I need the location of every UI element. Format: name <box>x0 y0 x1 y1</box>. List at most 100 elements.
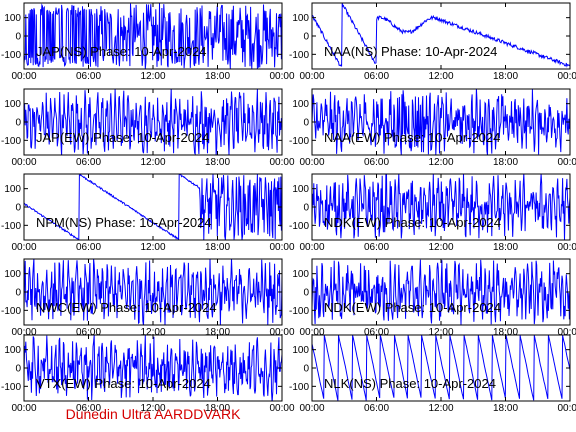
x-tick-label: 06:00 <box>76 71 101 82</box>
y-tick-label: 100 <box>4 184 21 195</box>
panel-title: JAP(EW) Phase: 10-Apr-2024 <box>36 130 209 145</box>
x-tick-label: 06:00 <box>76 157 101 168</box>
y-tick-label: -100 <box>1 306 21 317</box>
x-tick-label: 12:00 <box>428 71 453 82</box>
y-tick-label: 100 <box>292 345 309 356</box>
y-tick-label: 0 <box>15 203 21 214</box>
x-tick-label: 00:00 <box>299 327 324 338</box>
y-tick-label: 100 <box>292 13 309 24</box>
x-tick-label: 12:00 <box>428 157 453 168</box>
x-tick-label: 00:00 <box>557 157 576 168</box>
x-tick-label: 18:00 <box>493 157 518 168</box>
y-tick-label: 100 <box>4 99 21 110</box>
x-tick-label: 18:00 <box>493 403 518 414</box>
phase-trace <box>312 174 570 240</box>
panel-title: VTX(EW) Phase: 10-Apr-2024 <box>36 376 211 391</box>
panel-title: NWC(EW) Phase: 10-Apr-2024 <box>36 300 217 315</box>
phase-trace <box>24 259 282 325</box>
x-tick-label: 00:00 <box>269 242 294 253</box>
y-tick-label: 0 <box>15 364 21 375</box>
y-tick-label: 0 <box>15 32 21 43</box>
phase-trace <box>24 3 282 69</box>
x-tick-label: 12:00 <box>428 327 453 338</box>
x-tick-label: 00:00 <box>11 403 36 414</box>
y-tick-label: 0 <box>303 288 309 299</box>
panel-title: NDK(EW) Phase: 10-Apr-2024 <box>324 215 501 230</box>
phase-trace <box>24 89 282 155</box>
x-tick-label: 12:00 <box>140 242 165 253</box>
x-tick-label: 06:00 <box>364 242 389 253</box>
x-tick-label: 00:00 <box>557 327 576 338</box>
y-tick-label: 100 <box>4 269 21 280</box>
chart-panel-9: 100 0 -100 00:00 06:00 12:00 18:00 00:00 VTX(EW)… <box>1 334 295 414</box>
x-tick-label: 18:00 <box>493 327 518 338</box>
x-tick-label: 00:00 <box>11 157 36 168</box>
x-tick-label: 12:00 <box>140 327 165 338</box>
phase-trace <box>312 259 570 325</box>
y-tick-label: 0 <box>15 118 21 129</box>
y-tick-label: 100 <box>292 184 309 195</box>
x-tick-label: 00:00 <box>557 403 576 414</box>
y-tick-label: -100 <box>289 306 309 317</box>
y-tick-label: -100 <box>1 136 21 147</box>
chart-panel-10: 100 0 -100 00:00 06:00 12:00 18:00 00:00 NLK(NS)… <box>289 334 576 414</box>
y-tick-label: -100 <box>1 221 21 232</box>
footer-label: Dunedin Ultra AARDDVARK <box>66 406 241 422</box>
x-tick-label: 06:00 <box>76 403 101 414</box>
panel-title: NDK(EW) Phase: 10-Apr-2024 <box>324 300 501 315</box>
y-tick-label: -100 <box>289 221 309 232</box>
phase-trace <box>312 3 570 68</box>
x-tick-label: 00:00 <box>557 71 576 82</box>
y-tick-label: -100 <box>289 382 309 393</box>
x-tick-label: 12:00 <box>428 403 453 414</box>
plot-frame <box>311 2 571 70</box>
x-tick-label: 18:00 <box>205 403 230 414</box>
x-tick-label: 00:00 <box>299 157 324 168</box>
panel-title: NAA(NS) Phase: 10-Apr-2024 <box>324 44 497 59</box>
chart-panel-3: 100 0 -100 00:00 06:00 12:00 18:00 00:00 JAP(EW)… <box>1 88 295 168</box>
x-tick-label: 12:00 <box>428 242 453 253</box>
phase-trace <box>24 335 282 401</box>
y-tick-label: 0 <box>303 32 309 43</box>
chart-panel-1: 100 0 -100 00:00 06:00 12:00 18:00 00:00 JAP(NS)… <box>1 2 295 82</box>
chart-panel-6: 100 0 -100 00:00 06:00 12:00 18:00 00:00 NDK(EW)… <box>289 173 576 253</box>
x-tick-label: 00:00 <box>299 71 324 82</box>
y-tick-label: 0 <box>303 203 309 214</box>
x-tick-label: 06:00 <box>364 71 389 82</box>
y-tick-label: 100 <box>292 99 309 110</box>
y-tick-label: 0 <box>303 364 309 375</box>
chart-panel-8: 100 0 -100 00:00 06:00 12:00 18:00 00:00 NDK(EW)… <box>289 258 576 338</box>
y-tick-label: 100 <box>292 269 309 280</box>
x-tick-label: 00:00 <box>11 71 36 82</box>
phase-trace <box>24 174 282 240</box>
x-tick-label: 12:00 <box>140 71 165 82</box>
x-tick-label: 18:00 <box>493 71 518 82</box>
x-tick-label: 00:00 <box>269 403 294 414</box>
y-tick-label: 0 <box>303 118 309 129</box>
x-tick-label: 00:00 <box>299 403 324 414</box>
phase-trace <box>312 335 570 401</box>
x-tick-label: 18:00 <box>205 242 230 253</box>
x-tick-label: 18:00 <box>205 157 230 168</box>
x-tick-label: 06:00 <box>364 403 389 414</box>
x-tick-label: 06:00 <box>364 157 389 168</box>
x-tick-label: 06:00 <box>364 327 389 338</box>
phase-trace <box>312 89 570 155</box>
x-tick-label: 00:00 <box>557 242 576 253</box>
x-tick-label: 00:00 <box>269 157 294 168</box>
x-tick-label: 06:00 <box>76 242 101 253</box>
x-tick-label: 00:00 <box>11 327 36 338</box>
x-tick-label: 12:00 <box>140 403 165 414</box>
y-tick-label: 100 <box>4 13 21 24</box>
y-tick-label: -100 <box>1 382 21 393</box>
panel-title: NPM(NS) Phase: 10-Apr-2024 <box>36 215 212 230</box>
panel-title: JAP(NS) Phase: 10-Apr-2024 <box>36 44 207 59</box>
chart-panel-4: 100 0 -100 00:00 06:00 12:00 18:00 00:00 NAA(EW)… <box>289 88 576 168</box>
x-tick-label: 06:00 <box>76 327 101 338</box>
chart-panel-7: 100 0 -100 00:00 06:00 12:00 18:00 00:00 NWC(EW)… <box>1 258 295 338</box>
chart-panel-2: 100 0 -100 00:00 06:00 12:00 18:00 00:00 NAA(NS)… <box>289 2 576 82</box>
y-tick-label: -100 <box>289 50 309 61</box>
panel-title: NLK(NS) Phase: 10-Apr-2024 <box>324 376 496 391</box>
y-tick-label: -100 <box>1 50 21 61</box>
